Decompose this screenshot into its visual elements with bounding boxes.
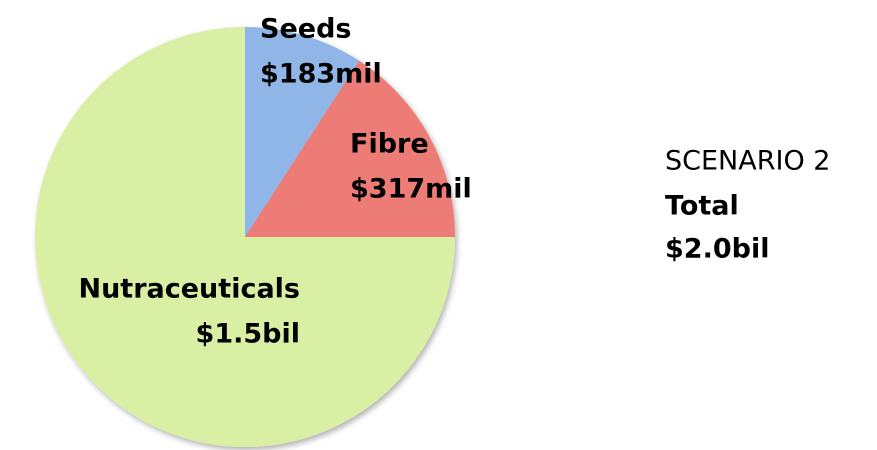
pie-slice <box>35 27 455 447</box>
annotation: $2.0bil <box>665 234 769 265</box>
pie-slice <box>245 27 360 237</box>
annotation: SCENARIO 2 <box>665 146 830 177</box>
pie <box>35 27 455 447</box>
slice-label: Seeds <box>260 14 351 45</box>
pie-slice <box>245 60 455 237</box>
annotation: Total <box>665 191 739 222</box>
slice-label: Nutraceuticals <box>78 274 300 305</box>
value-label: $1.5bil <box>196 319 300 350</box>
value-label: $183mil <box>260 59 382 90</box>
value-label: $317mil <box>350 174 472 205</box>
slice-label: Fibre <box>350 129 429 160</box>
